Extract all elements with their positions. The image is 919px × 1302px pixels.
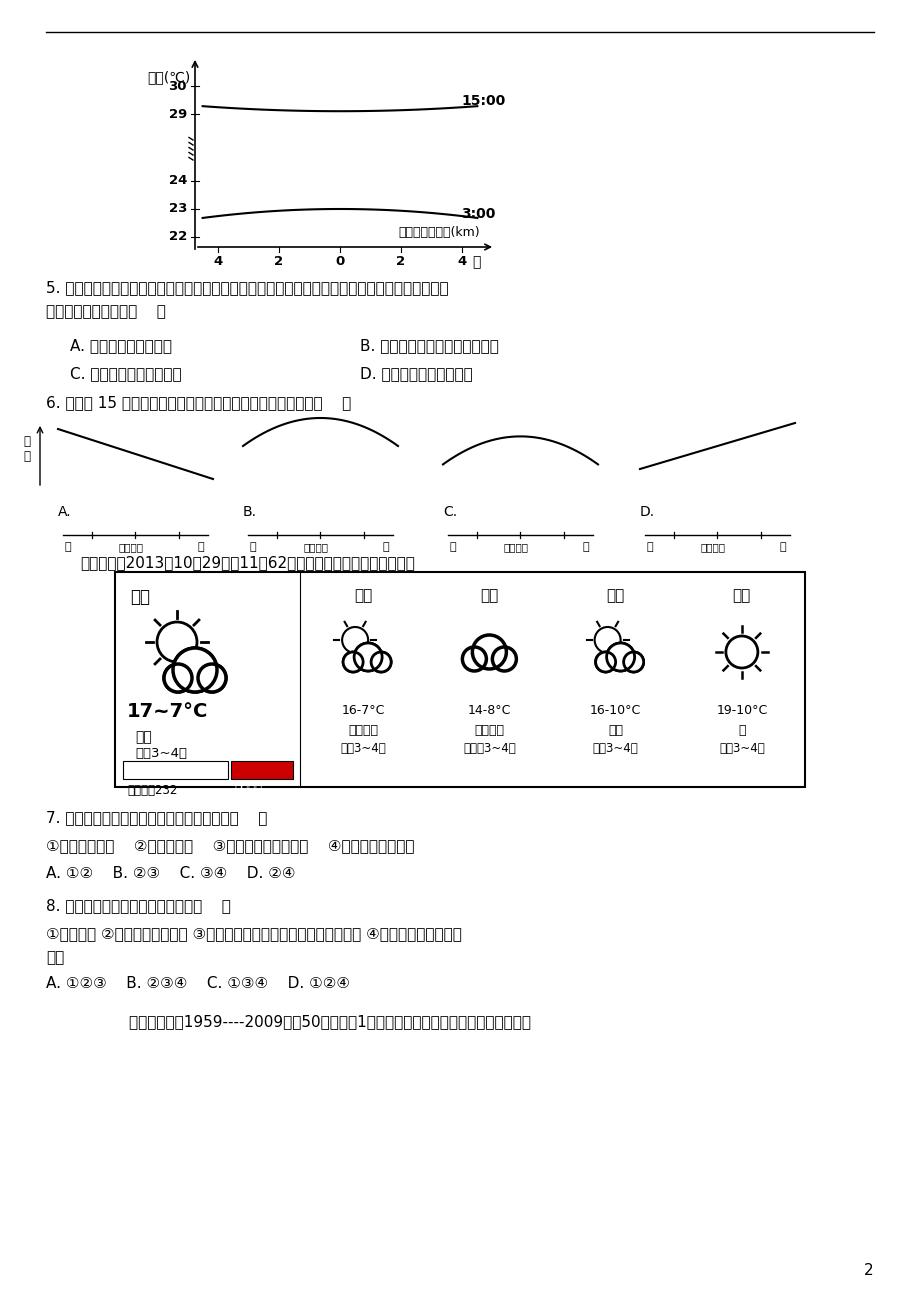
Circle shape	[354, 643, 381, 671]
Text: 重度污染: 重度污染	[233, 784, 262, 797]
Text: 射强: 射强	[46, 950, 64, 965]
Text: 24: 24	[168, 174, 187, 187]
Text: 16-7°C: 16-7°C	[341, 704, 384, 717]
Text: 周六: 周六	[732, 589, 750, 603]
Text: 周二: 周二	[130, 589, 150, 605]
Text: 西: 西	[449, 542, 456, 552]
Text: A. 热力环流的方向不变: A. 热力环流的方向不变	[70, 339, 172, 353]
Text: 读我国某山耔1959----2009年近50年来各年1月平均气温变化示意图，回答下面小题。: 读我国某山耔1959----2009年近50年来各年1月平均气温变化示意图，回答…	[90, 1014, 530, 1029]
Text: 水库中心: 水库中心	[302, 542, 328, 552]
Text: 流的描述，正确的是（    ）: 流的描述，正确的是（ ）	[46, 303, 165, 319]
Text: 海
拔: 海 拔	[23, 435, 30, 464]
Circle shape	[370, 652, 391, 672]
Text: 西: 西	[646, 542, 652, 552]
Text: 西: 西	[65, 542, 72, 552]
Text: 2: 2	[274, 255, 283, 268]
Circle shape	[595, 652, 615, 672]
Text: 西: 西	[250, 542, 256, 552]
Text: 东: 东	[471, 255, 480, 270]
Text: 晴: 晴	[737, 724, 744, 737]
Text: 气温(℃): 气温(℃)	[147, 70, 190, 85]
Text: 周三: 周三	[354, 589, 372, 603]
Text: 水库中心: 水库中心	[118, 542, 143, 552]
Text: 2: 2	[396, 255, 405, 268]
Text: 阴转小雨: 阴转小雨	[474, 724, 504, 737]
Text: 东: 东	[779, 542, 786, 552]
Text: 3:00: 3:00	[460, 207, 494, 221]
Text: D.: D.	[640, 505, 654, 519]
Circle shape	[173, 648, 217, 691]
Text: 2: 2	[864, 1263, 873, 1279]
Text: 水库中心: 水库中心	[699, 542, 724, 552]
Text: 多云转阴: 多云转阴	[347, 724, 378, 737]
Text: D. 晚上风由水库吹向四周: D. 晚上风由水库吹向四周	[359, 366, 472, 381]
Text: 多云: 多云	[607, 724, 622, 737]
Text: 空气质量232: 空气质量232	[127, 784, 177, 797]
Text: 周五: 周五	[606, 589, 624, 603]
Text: 南风3~4级: 南风3~4级	[592, 742, 638, 755]
Text: 0: 0	[335, 255, 345, 268]
Text: C.: C.	[443, 505, 457, 519]
Text: A. ①②    B. ②③    C. ③④    D. ②④: A. ①② B. ②③ C. ③④ D. ②④	[46, 866, 295, 881]
Text: B.: B.	[243, 505, 256, 519]
Text: 东: 东	[382, 542, 390, 552]
Text: 16-10°C: 16-10°C	[589, 704, 641, 717]
Text: 读我国某市2013年10月29日～11月62日天气预报图，回答下面小题。: 读我国某市2013年10月29日～11月62日天气预报图，回答下面小题。	[80, 555, 414, 570]
Text: 14-8°C: 14-8°C	[467, 704, 511, 717]
Bar	[123, 760, 228, 779]
Circle shape	[623, 652, 643, 672]
Text: 北风3~4级: 北风3~4级	[340, 742, 386, 755]
Circle shape	[198, 664, 226, 691]
Text: 15:00: 15:00	[460, 95, 505, 108]
Bar	[115, 572, 804, 786]
Text: B. 水库中心区始终存在上升气流: B. 水库中心区始终存在上升气流	[359, 339, 498, 353]
Circle shape	[343, 652, 363, 672]
Text: 30: 30	[168, 79, 187, 92]
Text: 4: 4	[213, 255, 222, 268]
Bar	[231, 760, 292, 779]
Text: 水库中心: 水库中心	[503, 542, 528, 552]
Text: 距水库中心距离(km): 距水库中心距离(km)	[398, 227, 480, 240]
Text: ①风力较小 ②大气污染物排放多 ③受弱冷空气活动影响，城市热岛环流弱 ④多云天气，大气逆辐: ①风力较小 ②大气污染物排放多 ③受弱冷空气活动影响，城市热岛环流弱 ④多云天气…	[46, 926, 461, 941]
Text: 5. 由于水库与周围地区存在着气温差异，导致水库与周围地区之间形成了热力环流。关于该热力环: 5. 由于水库与周围地区存在着气温差异，导致水库与周围地区之间形成了热力环流。关…	[46, 280, 448, 296]
Circle shape	[606, 643, 634, 671]
Text: 东: 东	[583, 542, 589, 552]
Text: 17~7°C: 17~7°C	[127, 702, 208, 721]
Text: ①昼夜温差变小    ②有暖锋过境    ③风向、风速变化不大    ④周六大气辐射最强: ①昼夜温差变小 ②有暖锋过境 ③风向、风速变化不大 ④周六大气辐射最强	[46, 838, 414, 853]
Text: 19-10°C: 19-10°C	[716, 704, 766, 717]
Text: A.: A.	[58, 505, 72, 519]
Circle shape	[164, 664, 192, 691]
Text: 多云: 多云	[135, 730, 152, 743]
Text: 东北风3~4级: 东北风3~4级	[462, 742, 516, 755]
Text: 29: 29	[168, 108, 187, 121]
Text: 7. 对图示期间该市天气状况的描述正确的是（    ）: 7. 对图示期间该市天气状况的描述正确的是（ ）	[46, 810, 267, 825]
Text: 23: 23	[168, 203, 187, 216]
Text: 4: 4	[457, 255, 466, 268]
Text: A. ①②③    B. ②③④    C. ①③④    D. ①②④: A. ①②③ B. ②③④ C. ①③④ D. ①②④	[46, 976, 349, 991]
Text: 周四: 周四	[480, 589, 498, 603]
Text: C. 白天风由水库吹向四周: C. 白天风由水库吹向四周	[70, 366, 181, 381]
Text: 南风3~4级: 南风3~4级	[719, 742, 764, 755]
Text: 东: 东	[198, 542, 204, 552]
Text: 8. 推测周二该市空气质量差的原因（    ）: 8. 推测周二该市空气质量差的原因（ ）	[46, 898, 231, 913]
Text: 22: 22	[168, 230, 187, 243]
Text: 6. 图中与 15 时水库东西方向的高空等压面的剪面线相符的是（    ）: 6. 图中与 15 时水库东西方向的高空等压面的剪面线相符的是（ ）	[46, 395, 351, 410]
Text: 北风3~4级: 北风3~4级	[135, 747, 187, 760]
